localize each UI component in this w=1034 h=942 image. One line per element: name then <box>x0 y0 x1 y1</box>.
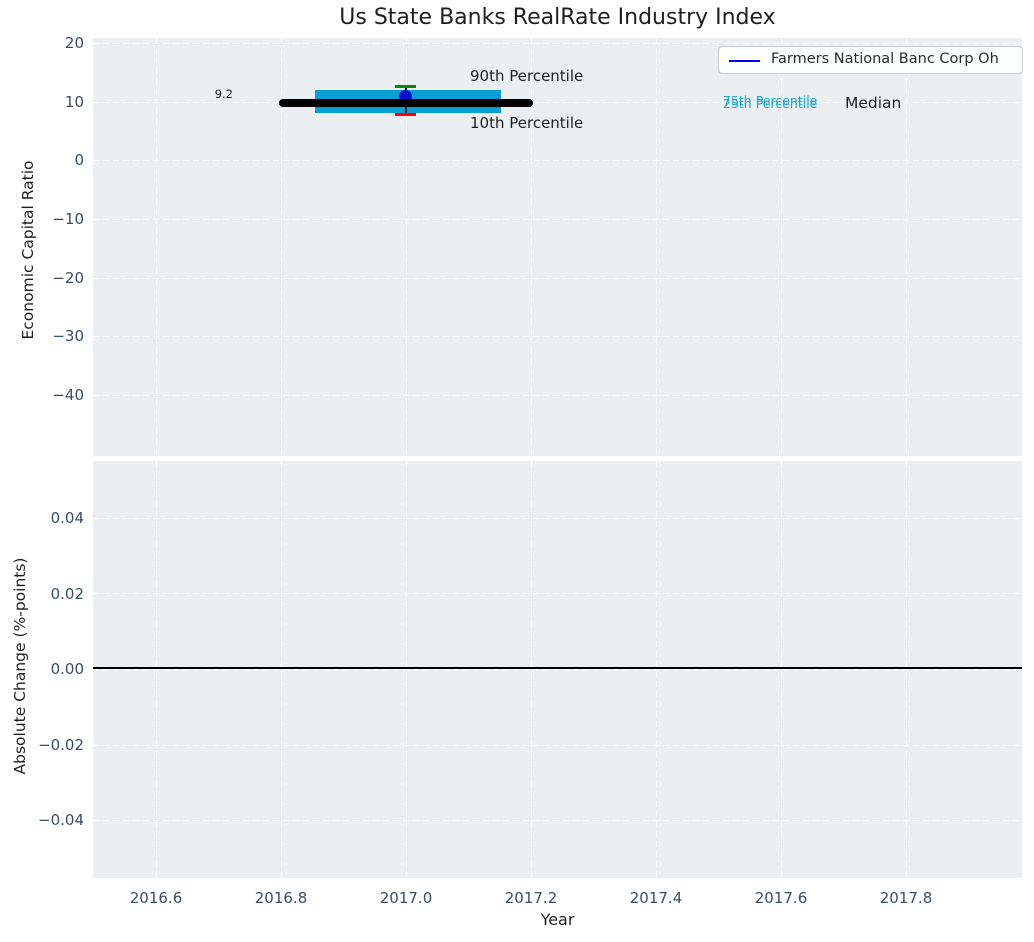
bottom-ytick-m002: −0.02 <box>38 736 84 754</box>
top-ytick-10: 10 <box>64 93 84 111</box>
top-plot-area <box>93 38 1022 456</box>
bottom-ytick-004: 0.04 <box>50 509 84 527</box>
p90-cap <box>395 85 416 88</box>
legend: Farmers National Banc Corp Oh <box>718 46 1023 74</box>
median-line <box>279 99 533 107</box>
top-y-axis-label: Economic Capital Ratio <box>19 160 37 340</box>
p10-cap <box>395 113 416 116</box>
xtick-2017-4: 2017.4 <box>629 889 683 907</box>
xtick-2016-6: 2016.6 <box>129 889 183 907</box>
xtick-2017-0: 2017.0 <box>379 889 433 907</box>
p75-annotation: 75th Percentile <box>723 93 818 108</box>
chart-title: Us State Banks RealRate Industry Index <box>339 5 776 30</box>
point-value-label: 9.2 <box>214 87 233 101</box>
p25-annotation: 25th Percentile <box>723 96 818 111</box>
xtick-2017-6: 2017.6 <box>754 889 808 907</box>
p90-annotation: 90th Percentile <box>470 67 584 85</box>
top-ytick-m20: −20 <box>52 269 84 287</box>
p10-annotation: 10th Percentile <box>470 114 584 132</box>
bottom-ytick-000: 0.00 <box>50 660 84 678</box>
zero-reference-line <box>93 667 1022 669</box>
bottom-plot-area <box>93 461 1022 878</box>
xtick-2017-8: 2017.8 <box>879 889 933 907</box>
xtick-2016-8: 2016.8 <box>254 889 308 907</box>
bottom-ytick-002: 0.02 <box>50 585 84 603</box>
bottom-ytick-m004: −0.04 <box>38 811 84 829</box>
top-ytick-m30: −30 <box>52 327 84 345</box>
median-annotation: Median <box>845 94 902 112</box>
legend-series-label: Farmers National Banc Corp Oh <box>771 51 999 67</box>
top-ytick-0: 0 <box>74 151 84 169</box>
xtick-2017-2: 2017.2 <box>504 889 558 907</box>
top-ytick-20: 20 <box>64 34 84 52</box>
legend-line-sample <box>729 60 760 63</box>
top-ytick-m40: −40 <box>52 386 84 404</box>
x-axis-label: Year <box>540 910 575 929</box>
top-ytick-m10: −10 <box>52 210 84 228</box>
